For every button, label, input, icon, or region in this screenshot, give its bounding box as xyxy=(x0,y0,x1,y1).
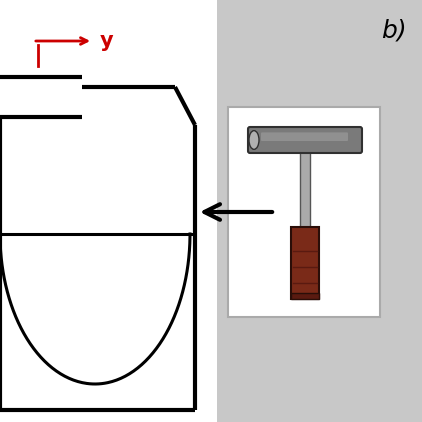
Bar xyxy=(291,293,319,299)
Text: b): b) xyxy=(381,18,407,42)
Bar xyxy=(228,107,380,317)
FancyBboxPatch shape xyxy=(261,133,348,141)
FancyBboxPatch shape xyxy=(248,127,362,153)
Bar xyxy=(217,0,422,422)
Bar xyxy=(300,151,310,227)
Ellipse shape xyxy=(249,131,259,149)
Text: y: y xyxy=(100,31,114,51)
Bar xyxy=(291,227,319,299)
